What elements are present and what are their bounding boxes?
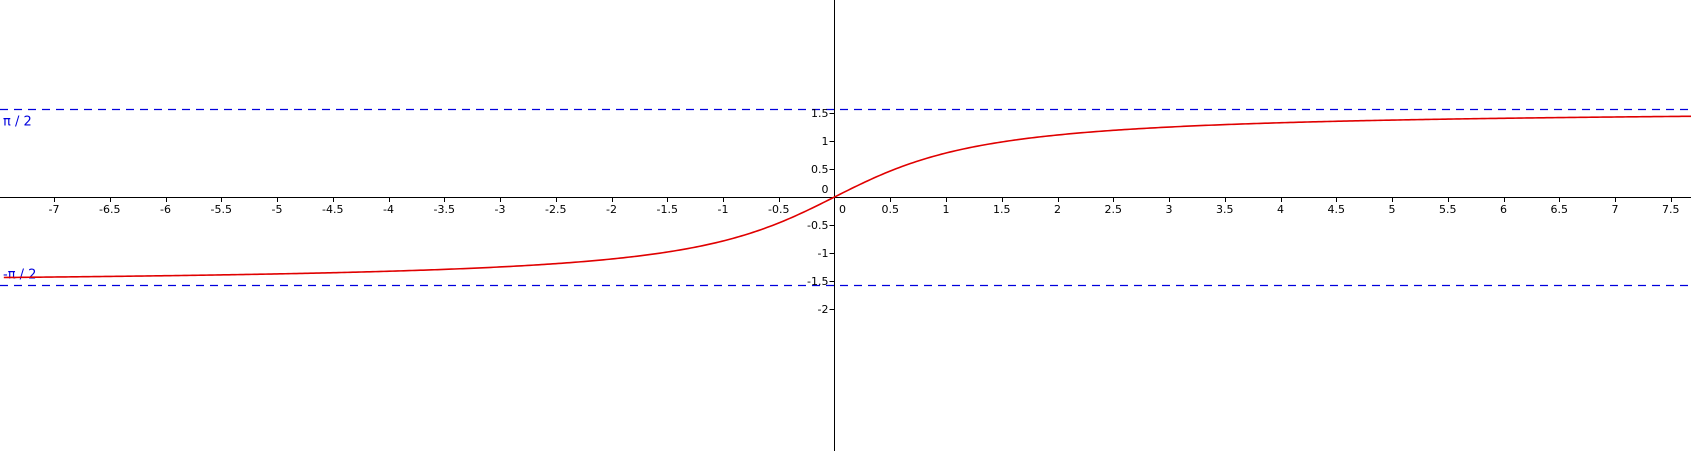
x-tick-label: -0.5	[768, 203, 789, 216]
x-tick-label: -3	[495, 203, 506, 216]
y-tick-label: 1	[822, 135, 829, 148]
y-tick-label: 0	[822, 183, 829, 196]
x-tick-label: 6.5	[1551, 203, 1569, 216]
x-tick-label: -5.5	[211, 203, 232, 216]
lower-asymptote-label: -π / 2	[3, 268, 36, 283]
x-tick-label: 1.5	[993, 203, 1011, 216]
x-tick-label: -1	[718, 203, 729, 216]
x-tick-label: 0.5	[882, 203, 900, 216]
x-tick-label: 0	[839, 203, 846, 216]
x-tick-label: 5	[1389, 203, 1396, 216]
y-tick-label: 0.5	[811, 163, 829, 176]
x-ticks: -7 -6.5 -6 -5.5 -5 -4.5 -4 -3.5 -3 -2.5 -2 -1.5 -1 -0…	[49, 197, 1680, 216]
x-tick-label: -6	[160, 203, 171, 216]
y-tick-label: -2	[818, 303, 829, 316]
x-tick-label: 6	[1500, 203, 1507, 216]
x-tick-label: 3	[1166, 203, 1173, 216]
asymptote-layer: π / 2 -π / 2	[0, 108, 1691, 287]
arctan-curve	[3, 115, 1691, 279]
x-tick-label: -5	[272, 203, 283, 216]
x-tick-label: -2.5	[545, 203, 566, 216]
y-tick-label: -0.5	[807, 219, 828, 232]
y-tick-label: -1	[818, 247, 829, 260]
x-tick-label: -3.5	[434, 203, 455, 216]
y-ticks: 1.5 1 0.5 0 -0.5 -1 -1.5 -2	[807, 107, 835, 316]
x-tick-label: 3.5	[1216, 203, 1234, 216]
x-tick-label: 2.5	[1105, 203, 1123, 216]
x-tick-label: -2	[606, 203, 617, 216]
x-tick-label: 5.5	[1439, 203, 1457, 216]
x-tick-label: -4.5	[322, 203, 343, 216]
x-tick-label: -1.5	[657, 203, 678, 216]
x-tick-label: 7	[1612, 203, 1619, 216]
y-tick-label: 1.5	[811, 107, 829, 120]
upper-asymptote-label: π / 2	[3, 115, 32, 130]
x-tick-label: 4	[1277, 203, 1284, 216]
x-tick-label: 7.5	[1662, 203, 1680, 216]
y-tick-label: -1.5	[807, 275, 828, 288]
x-tick-label: 4.5	[1328, 203, 1346, 216]
x-tick-label: -4	[383, 203, 394, 216]
curve-layer	[3, 115, 1691, 279]
x-tick-label: -7	[49, 203, 60, 216]
x-tick-label: 2	[1054, 203, 1061, 216]
x-tick-label: -6.5	[99, 203, 120, 216]
x-tick-label: 1	[943, 203, 950, 216]
